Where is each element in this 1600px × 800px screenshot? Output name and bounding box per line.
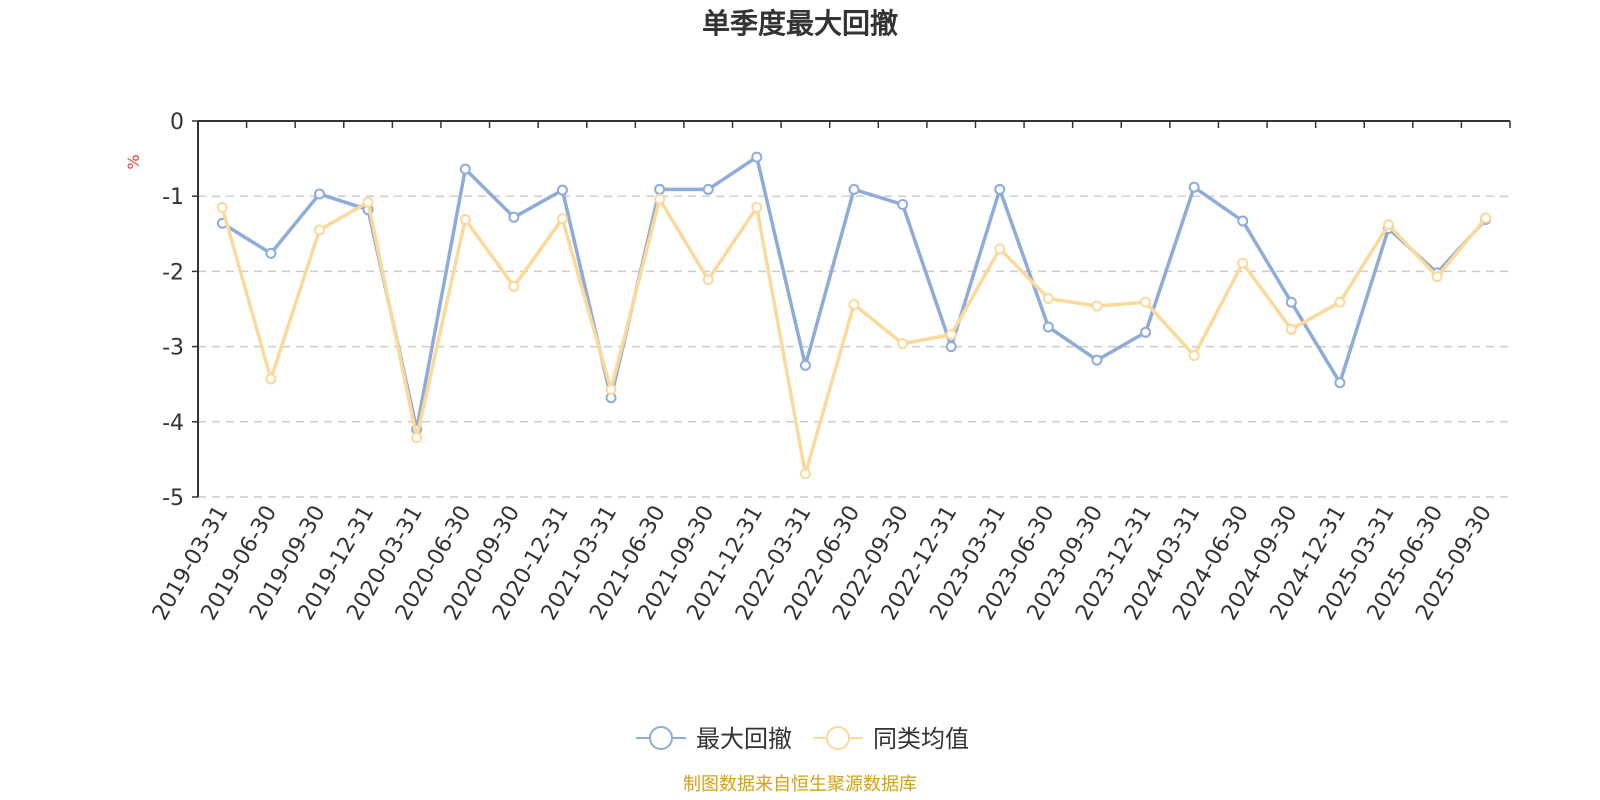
data-point[interactable] (897, 338, 909, 350)
data-point[interactable] (508, 280, 520, 292)
y-tick-label: 0 (170, 110, 184, 135)
data-point[interactable] (556, 213, 568, 225)
data-point[interactable] (1188, 181, 1200, 193)
legend: 最大回撤 同类均值 (636, 725, 969, 753)
data-point[interactable] (362, 196, 374, 208)
x-tick-labels: 2019-03-312019-06-302019-09-302019-12-31… (148, 502, 1497, 625)
y-tick-label: -4 (162, 411, 184, 436)
data-point[interactable] (702, 183, 714, 195)
axes (192, 120, 1511, 498)
data-point[interactable] (702, 274, 714, 286)
data-point[interactable] (1237, 215, 1249, 227)
data-point[interactable] (1285, 296, 1297, 308)
data-point[interactable] (1091, 300, 1103, 312)
y-tick-label: -3 (162, 336, 184, 361)
data-point[interactable] (265, 247, 277, 259)
y-tick-labels: 0 -1 -2 -3 -4 -5 (162, 110, 184, 511)
series-line (220, 155, 1488, 432)
data-point[interactable] (945, 329, 957, 341)
data-point[interactable] (1383, 219, 1395, 231)
data-point[interactable] (1091, 354, 1103, 366)
series-2 (216, 193, 1492, 480)
data-point[interactable] (848, 298, 860, 310)
data-point[interactable] (459, 214, 471, 226)
y-axis-unit-label: % (124, 154, 143, 169)
data-point[interactable] (799, 468, 811, 480)
series-lines (216, 151, 1492, 480)
data-point[interactable] (556, 184, 568, 196)
legend-label: 同类均值 (873, 725, 969, 753)
grid-lines (198, 195, 1510, 498)
legend-label: 最大回撤 (696, 725, 792, 753)
source-note: 制图数据来自恒生聚源数据库 (683, 774, 917, 795)
legend-marker-icon (649, 726, 673, 750)
data-point[interactable] (265, 373, 277, 385)
chart-title: 单季度最大回撤 (702, 7, 898, 40)
y-tick-label: -5 (162, 486, 184, 511)
data-point[interactable] (751, 151, 763, 163)
data-point[interactable] (1431, 271, 1443, 283)
data-point[interactable] (216, 201, 228, 213)
data-point[interactable] (945, 341, 957, 353)
data-point[interactable] (1480, 212, 1492, 224)
data-point[interactable] (1334, 377, 1346, 389)
data-point[interactable] (799, 359, 811, 371)
data-point[interactable] (1334, 296, 1346, 308)
data-point[interactable] (1285, 323, 1297, 335)
data-point[interactable] (897, 198, 909, 210)
data-point[interactable] (313, 188, 325, 200)
data-point[interactable] (1140, 296, 1152, 308)
data-point[interactable] (1042, 321, 1054, 333)
series-line (220, 197, 1488, 476)
data-point[interactable] (1237, 257, 1249, 269)
data-point[interactable] (459, 163, 471, 175)
legend-item[interactable]: 同类均值 (813, 725, 969, 753)
y-tick-label: -1 (162, 185, 184, 210)
data-point[interactable] (654, 183, 666, 195)
data-point[interactable] (1042, 292, 1054, 304)
y-tick-label: -2 (162, 260, 184, 285)
data-point[interactable] (654, 193, 666, 205)
legend-item[interactable]: 最大回撤 (636, 725, 792, 753)
data-point[interactable] (1140, 326, 1152, 338)
data-point[interactable] (411, 432, 423, 444)
data-point[interactable] (1188, 350, 1200, 362)
data-point[interactable] (994, 243, 1006, 255)
legend-marker-icon (826, 726, 850, 750)
data-point[interactable] (508, 211, 520, 223)
data-point[interactable] (994, 183, 1006, 195)
data-point[interactable] (605, 383, 617, 395)
data-point[interactable] (751, 201, 763, 213)
data-point[interactable] (848, 183, 860, 195)
data-point[interactable] (313, 224, 325, 236)
